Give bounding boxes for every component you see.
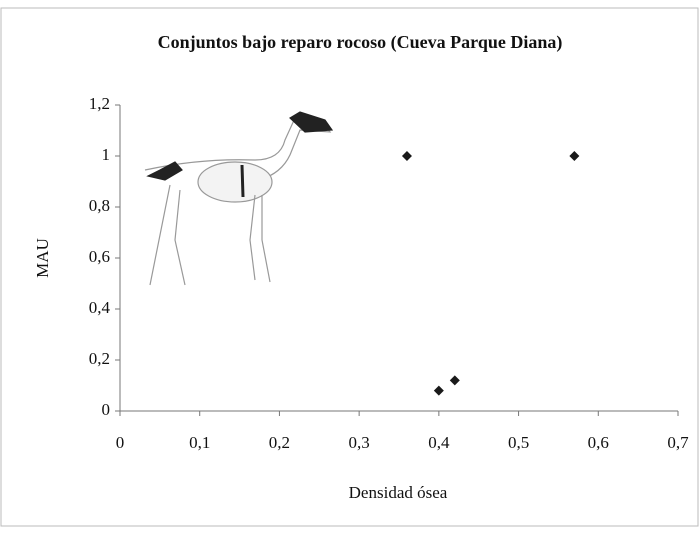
y-tick-label: 0	[102, 400, 111, 419]
y-tick-label: 0,8	[89, 196, 110, 215]
x-tick-label: 0,4	[428, 433, 450, 452]
y-tick-label: 0,4	[89, 298, 111, 317]
y-tick-label: 1,2	[89, 94, 110, 113]
x-tick-label: 0,3	[349, 433, 370, 452]
x-tick-label: 0,5	[508, 433, 529, 452]
y-tick-label: 0,6	[89, 247, 110, 266]
y-axis-label: MAU	[33, 238, 52, 278]
chart: Conjuntos bajo reparo rocoso (Cueva Parq…	[0, 0, 700, 528]
x-tick-label: 0,6	[588, 433, 609, 452]
chart-title: Conjuntos bajo reparo rocoso (Cueva Parq…	[158, 32, 563, 53]
x-tick-label: 0,7	[667, 433, 689, 452]
y-tick-label: 0,2	[89, 349, 110, 368]
x-tick-label: 0,2	[269, 433, 290, 452]
y-tick-label: 1	[102, 145, 111, 164]
x-tick-label: 0,1	[189, 433, 210, 452]
x-axis-label: Densidad ósea	[349, 483, 448, 502]
x-tick-label: 0	[116, 433, 125, 452]
